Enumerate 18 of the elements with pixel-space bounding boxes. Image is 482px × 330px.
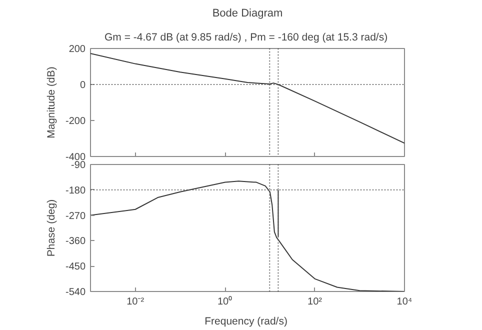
chart-subtitle: Gm = -4.67 dB (at 9.85 rad/s) , Pm = -160 deg (at 15.3 rad/s) [104,32,388,44]
y-axis-title: Magnitude (dB) [45,66,58,138]
y-tick-label: 0 [80,80,86,91]
chart-title: Bode Diagram [212,8,283,20]
x-tick-label: 10² [308,296,323,308]
y-tick-label: -450 [65,262,86,273]
y-tick-label: -540 [65,287,86,298]
y-tick-label: -90 [71,160,86,171]
y-tick-label: -200 [65,116,86,127]
x-tick-label: 10⁴ [396,296,412,308]
y-tick-label: -360 [65,236,86,248]
x-tick-label: 10⁰ [218,296,233,308]
y-axis-title: Phase (deg) [45,199,58,257]
y-tick-label: 200 [68,44,86,55]
y-tick-label: -270 [65,210,86,222]
x-axis-title: Frequency (rad/s) [204,316,288,328]
y-tick-label: -180 [65,185,86,196]
x-tick-label: 10⁻² [126,296,145,308]
